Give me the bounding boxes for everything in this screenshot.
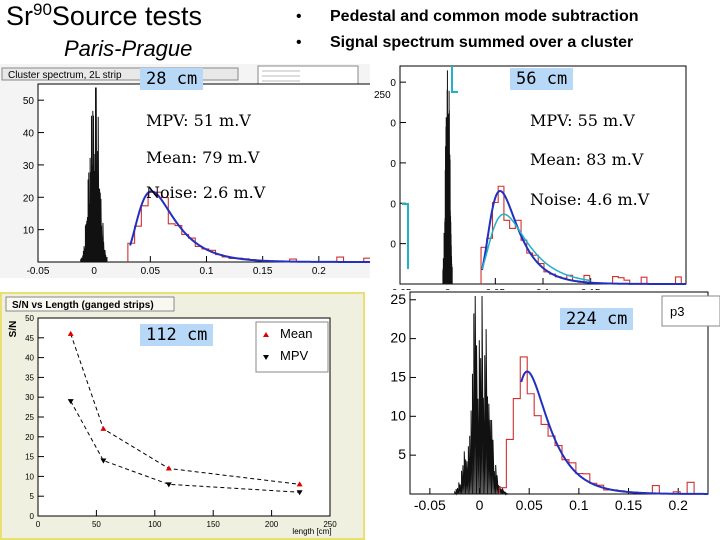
stats-box (661, 295, 720, 327)
slide-title: Sr90Source tests (6, 0, 202, 31)
point-mpv (165, 482, 172, 488)
x-tick-label: 0.15 (253, 266, 273, 277)
panel-28cm: Cluster spectrum, 2L strip 10 20 30 40 50 -0.0… (0, 64, 375, 278)
point-mpv (67, 399, 74, 405)
point-mpv (296, 490, 303, 496)
bullet-list: • Pedestal and common mode subtraction • S… (296, 4, 639, 56)
chart-sn-vs-length: S/N vs Length (ganged strips) S/N length [… (5, 296, 337, 536)
panel-224cm: 5 10 15 20 25 -0.05 0 0.05 0.1 0.15 0.2 p3 (372, 290, 720, 540)
noise-histogram (80, 87, 108, 263)
y-tick-label: 0 (30, 512, 35, 521)
point-mean (296, 481, 303, 487)
legend-box (255, 321, 329, 373)
mpv-28cm: MPV: 51 m.V (146, 111, 251, 130)
legend-marker-mean (263, 332, 269, 337)
cyan-marker-left (402, 203, 409, 269)
y-tick-label: 40 (25, 354, 34, 363)
x-tick-label: 50 (92, 520, 101, 529)
y-tick-label: 30 (23, 161, 35, 172)
y-tick-label: 15 (390, 368, 406, 384)
series-line-mean (70, 333, 300, 485)
y-tick-label: 5 (398, 446, 406, 462)
y-tick-label: 25 (390, 291, 406, 307)
plot-title-box (5, 296, 175, 312)
y-tick-label: 50 (23, 96, 35, 107)
point-mean (100, 425, 107, 431)
x-tick-label: 0.05 (516, 497, 543, 513)
y-tick-label: 45 (25, 334, 34, 343)
label-112cm: 112 cm (140, 324, 214, 346)
y-tick-label: 10 (25, 472, 34, 481)
x-axis-label: length [cm] (292, 527, 331, 536)
y-tick-label: 40 (23, 129, 35, 140)
y-tick-label: 250 (374, 90, 391, 101)
x-tick-label: 200 (265, 520, 279, 529)
legend-label-mpv: MPV (280, 348, 309, 363)
x-tick-label: 0.2 (312, 266, 326, 277)
landau-fit-curve (520, 370, 709, 495)
x-tick-label: -0.05 (414, 497, 446, 513)
chart-spectrum-224cm: 5 10 15 20 25 -0.05 0 0.05 0.1 0.15 0.2 p3 (390, 291, 720, 513)
x-tick-label: 0 (36, 520, 41, 529)
point-mpv (100, 458, 107, 464)
y-tick-label: 10 (23, 226, 35, 237)
y-tick-label: 35 (25, 373, 34, 382)
x-tick-label: 0.15 (615, 497, 642, 513)
point-mean (165, 465, 172, 471)
label-224cm: 224 cm (560, 308, 634, 330)
x-tick-label: 0 (476, 497, 484, 513)
y-tick-label: 5 (30, 492, 35, 501)
hist-title: Cluster spectrum, 2L strip (8, 70, 122, 81)
x-tick-label: 250 (323, 520, 337, 529)
x-tick-label: 0.1 (200, 266, 214, 277)
noise-56cm: Noise: 4.6 m.V (530, 190, 650, 209)
noise-28cm: Noise: 2.6 m.V (146, 183, 266, 202)
plot-frame (409, 291, 709, 495)
y-tick-label: 50 (385, 240, 397, 251)
x-tick-label: 100 (148, 520, 162, 529)
slide-subtitle: Paris-Prague (64, 36, 193, 61)
point-mean (67, 330, 74, 336)
plot-title: S/N vs Length (ganged strips) (12, 300, 154, 311)
x-tick-label: 0.2 (668, 497, 688, 513)
x-tick-label: 150 (207, 520, 221, 529)
y-tick-label: 20 (390, 330, 406, 346)
landau-fit-curve (129, 190, 375, 263)
x-tick-label: 0.05 (141, 266, 161, 277)
y-axis-label: S/N (8, 321, 19, 338)
x-tick-label: 0 (91, 266, 97, 277)
y-tick-label: 15 (25, 453, 34, 462)
panel-112cm: S/N vs Length (ganged strips) S/N length [… (0, 292, 365, 540)
bullet-item: • Signal spectrum summed over a cluster (296, 34, 634, 51)
label-28cm: 28 cm (140, 68, 204, 90)
label-56cm: 56 cm (510, 68, 574, 90)
y-tick-label: 10 (390, 407, 406, 423)
cyan-fit-curve (481, 213, 591, 282)
legend-label-mean: Mean (280, 326, 313, 341)
chart-spectrum-28cm: Cluster spectrum, 2L strip 10 20 30 40 50 -0.0… (1, 65, 375, 277)
y-tick-label: 50 (25, 314, 34, 323)
legend-marker-mpv (263, 355, 269, 360)
plot-frame (399, 65, 687, 285)
y-tick-label: 30 (25, 393, 34, 402)
cyan-marker-top (451, 66, 458, 93)
y-tick-label: 20 (23, 193, 35, 204)
mpv-56cm: MPV: 55 m.V (530, 111, 635, 130)
corner-label: p3 (670, 304, 684, 319)
y-tick-label: 25 (25, 413, 34, 422)
x-tick-label: -0.05 (27, 266, 50, 277)
mean-56cm: Mean: 83 m.V (530, 150, 644, 169)
mean-28cm: Mean: 79 m.V (146, 148, 260, 167)
y-tick-label: 20 (25, 433, 34, 442)
noise-histogram (442, 70, 453, 285)
left-gap (370, 64, 390, 294)
x-tick-label: 0.1 (569, 497, 589, 513)
bullet-item: • Pedestal and common mode subtraction (296, 8, 639, 25)
landau-fit-curve (481, 189, 686, 285)
